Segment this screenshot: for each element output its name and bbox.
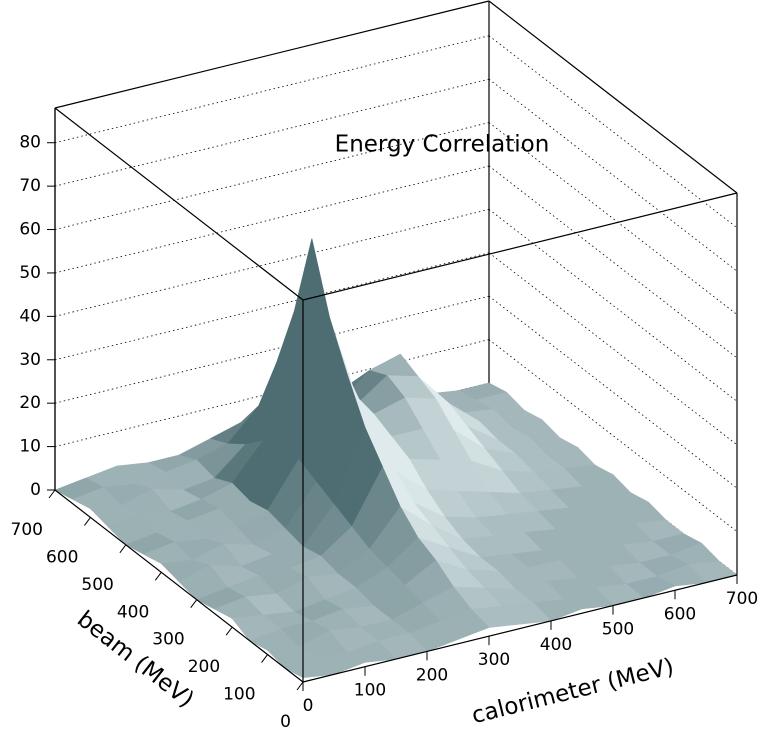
y-tick-label: 200 [188,657,220,677]
y-axis [54,489,304,683]
x-tick-label: 600 [664,604,696,624]
x-tick-label: 500 [602,620,634,640]
z-tick-label: 40 [19,306,41,326]
y-tick [154,571,162,581]
grid-line [488,122,738,315]
x-tick-label: 700 [726,589,758,609]
box-edge [488,0,738,194]
y-tick [84,517,91,526]
grid-line [54,35,490,144]
z-tick-label: 50 [19,263,41,283]
grid-line [488,295,738,489]
x-tick-label: 300 [478,650,510,670]
box-edge [302,192,738,301]
y-tick-label: 500 [81,575,113,595]
grid-line [488,252,738,446]
y-tick [190,599,198,609]
y-tick-label: 400 [117,602,149,622]
chart-title: Energy Correlation [335,132,550,158]
z-tick-label: 10 [19,437,41,457]
x-tick-label: 400 [540,635,572,655]
grid-line [54,208,490,317]
box-edge [54,107,304,301]
y-tick-label: 600 [46,547,78,567]
y-tick [261,654,268,663]
z-tick-label: 80 [19,133,41,153]
grid-line [488,165,738,359]
z-tick-label: 60 [19,220,41,240]
y-tick [296,681,304,691]
box-edge [54,0,490,109]
x-tick-label: 0 [303,696,314,716]
y-tick-label: 300 [152,630,184,650]
grid-line [54,252,490,361]
grid-line [488,339,738,532]
z-tick-label: 20 [19,393,41,413]
grid-line [488,78,738,272]
y-tick [225,626,233,636]
grid-line [54,165,490,274]
z-tick-label: 0 [30,480,41,500]
z-tick-label: 70 [19,176,41,196]
y-tick [48,489,56,499]
x-tick-label: 200 [416,665,448,685]
grid-line [488,209,738,402]
y-tick [119,544,127,554]
y-tick-label: 0 [280,712,291,732]
grid-line [488,35,738,229]
surface-cell [284,655,335,678]
x-axis [302,574,738,683]
y-tick-label: 100 [223,685,255,705]
z-tick-label: 30 [19,350,41,370]
y-tick-label: 700 [11,520,43,540]
x-tick-label: 100 [354,681,386,701]
